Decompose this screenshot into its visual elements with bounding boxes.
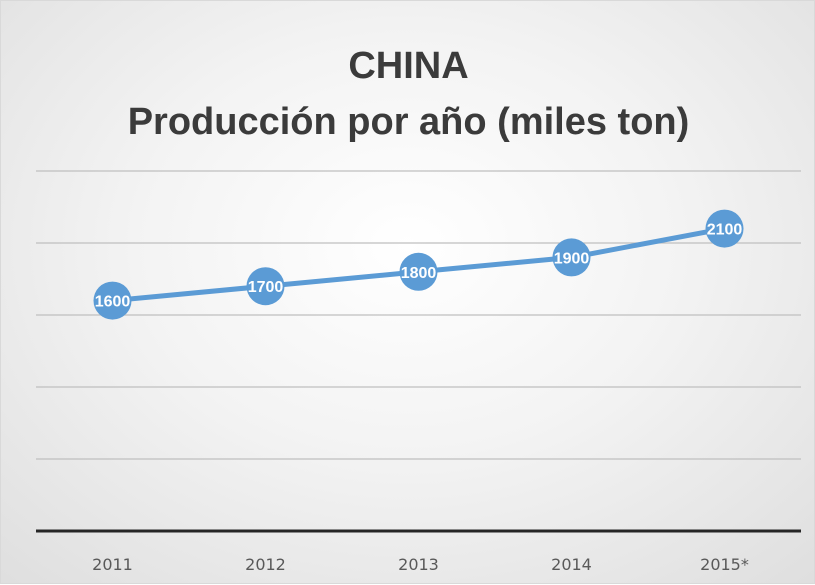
data-point (399, 252, 438, 291)
x-tick-label: 2013 (398, 555, 439, 574)
x-tick-label: 2012 (245, 555, 286, 574)
data-label: 1800 (401, 265, 437, 282)
data-markers (93, 209, 744, 320)
data-label: 1900 (554, 250, 590, 267)
data-label: 1700 (248, 279, 284, 296)
data-labels: 1600 1700 1800 1900 2100 (95, 222, 743, 311)
x-tick-label: 2014 (551, 555, 592, 574)
data-label: 1600 (95, 294, 131, 311)
chart-title: CHINA (348, 45, 469, 87)
data-point (93, 281, 132, 320)
x-tick-labels: 2011 2012 2013 2014 2015* (92, 555, 749, 574)
data-label: 2100 (707, 222, 743, 239)
x-tick-label: 2015* (700, 555, 749, 574)
data-point (705, 209, 744, 248)
data-point (552, 238, 591, 277)
x-tick-label: 2011 (92, 555, 133, 574)
gridlines (36, 170, 801, 460)
chart-subtitle: Producción por año (miles ton) (127, 101, 690, 143)
data-point (246, 267, 285, 306)
